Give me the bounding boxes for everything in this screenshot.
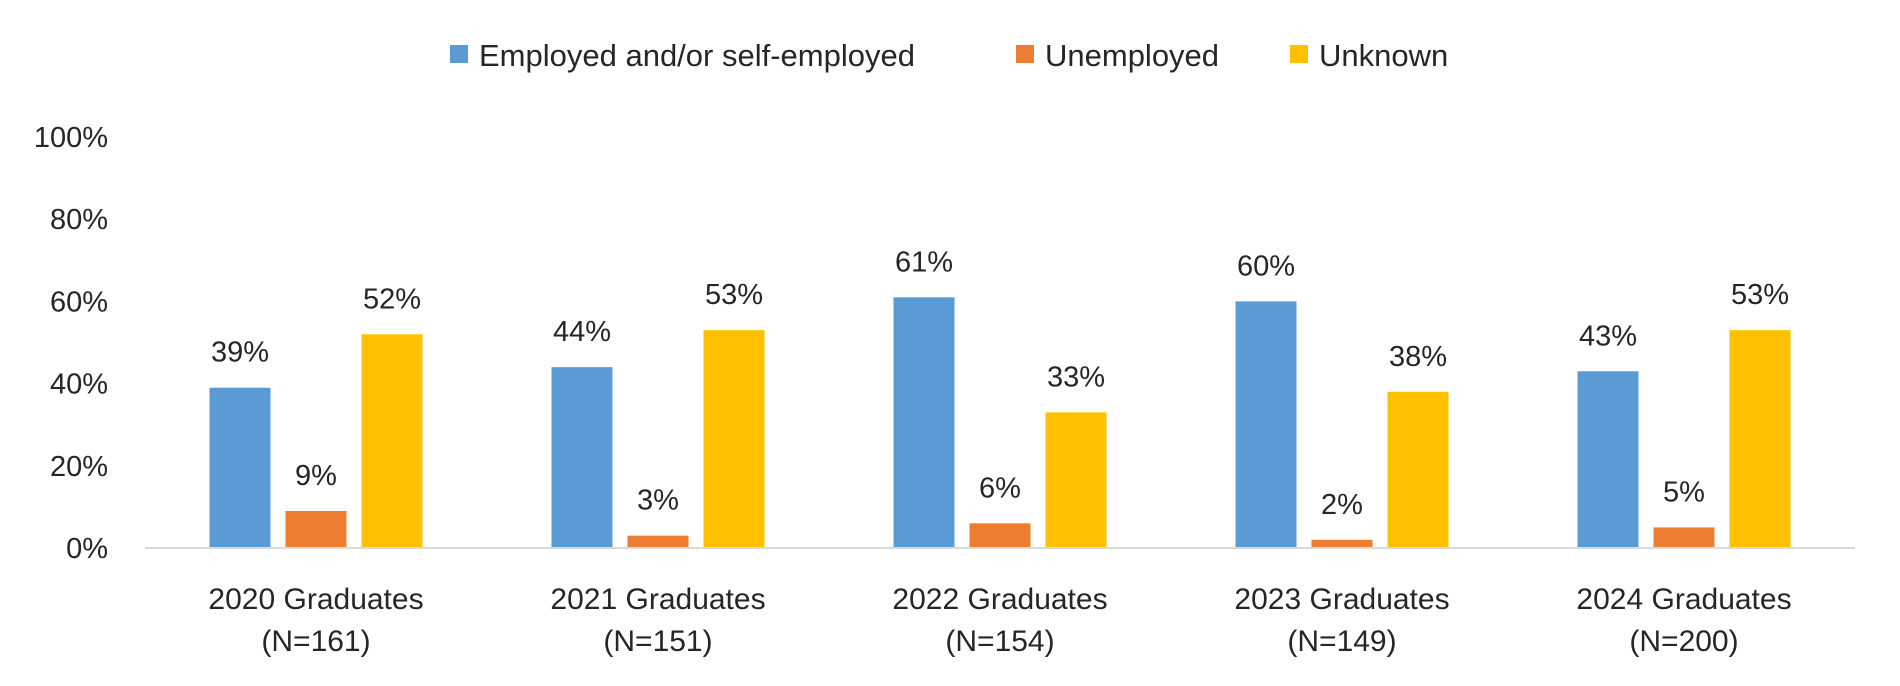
y-tick-label: 40% (50, 369, 108, 401)
legend-swatch (1290, 45, 1308, 63)
legend-label: Unemployed (1045, 38, 1219, 73)
bar-1-1 (209, 387, 271, 548)
bar-1-3 (893, 297, 955, 548)
data-label: 3% (637, 485, 679, 517)
bar-3-5 (1729, 330, 1791, 548)
bar-1-5 (1577, 371, 1639, 548)
bar-3-1 (361, 334, 423, 548)
bar-3-2 (703, 330, 765, 548)
category-name: 2024 Graduates (1576, 583, 1791, 616)
data-label: 60% (1237, 250, 1295, 282)
data-label: 2% (1321, 489, 1363, 521)
legend-swatch (1016, 45, 1034, 63)
category-label-4: 2023 Graduates (N=149) (1234, 583, 1449, 658)
y-tick-label: 60% (50, 286, 108, 318)
data-label: 39% (211, 337, 269, 369)
category-count: (N=200) (1629, 625, 1738, 658)
category-name: 2022 Graduates (892, 583, 1107, 616)
category-count: (N=154) (945, 625, 1054, 658)
category-name: 2023 Graduates (1234, 583, 1449, 616)
y-tick-label: 100% (34, 122, 108, 154)
bar-2-5 (1653, 527, 1715, 548)
legend-swatch (450, 45, 468, 63)
data-label: 6% (979, 472, 1021, 504)
bar-2-2 (627, 535, 689, 548)
data-label: 61% (895, 246, 953, 278)
data-label: 52% (363, 283, 421, 315)
x-axis: 2020 Graduates (N=161) 2021 Graduates (N=15… (145, 547, 1855, 658)
legend: Employed and/or self-employed Unemployed U… (450, 38, 1448, 73)
bar-3-4 (1387, 391, 1449, 548)
category-label-1: 2020 Graduates (N=161) (208, 583, 423, 658)
category-name: 2021 Graduates (550, 583, 765, 616)
data-label: 44% (553, 316, 611, 348)
bars (209, 297, 1791, 548)
y-axis: 0% 20% 40% 60% 80% 100% (34, 122, 108, 565)
category-count: (N=161) (261, 625, 370, 658)
data-labels: 39% 9% 52% 44% 3% 53% 61% 6% 33% 60% 2% 38% 43% 5% 53% (211, 246, 1789, 520)
legend-item-2: Unemployed (1016, 38, 1219, 73)
legend-label: Employed and/or self-employed (479, 38, 915, 73)
bar-2-1 (285, 511, 347, 548)
legend-label: Unknown (1319, 38, 1448, 73)
data-label: 5% (1663, 476, 1705, 508)
y-tick-label: 0% (66, 533, 108, 565)
bar-3-3 (1045, 412, 1107, 548)
bar-2-3 (969, 523, 1031, 548)
category-count: (N=151) (603, 625, 712, 658)
bar-1-4 (1235, 301, 1297, 548)
data-label: 43% (1579, 320, 1637, 352)
data-label: 38% (1389, 341, 1447, 373)
y-tick-label: 20% (50, 451, 108, 483)
bar-1-2 (551, 367, 613, 548)
data-label: 53% (1731, 279, 1789, 311)
category-name: 2020 Graduates (208, 583, 423, 616)
data-label: 53% (705, 279, 763, 311)
data-label: 33% (1047, 361, 1105, 393)
category-label-2: 2021 Graduates (N=151) (550, 583, 765, 658)
category-count: (N=149) (1287, 625, 1396, 658)
y-tick-label: 80% (50, 204, 108, 236)
data-label: 9% (295, 460, 337, 492)
legend-item-3: Unknown (1290, 38, 1448, 73)
category-label-5: 2024 Graduates (N=200) (1576, 583, 1791, 658)
legend-item-1: Employed and/or self-employed (450, 38, 915, 73)
bar-2-4 (1311, 539, 1373, 548)
category-label-3: 2022 Graduates (N=154) (892, 583, 1107, 658)
